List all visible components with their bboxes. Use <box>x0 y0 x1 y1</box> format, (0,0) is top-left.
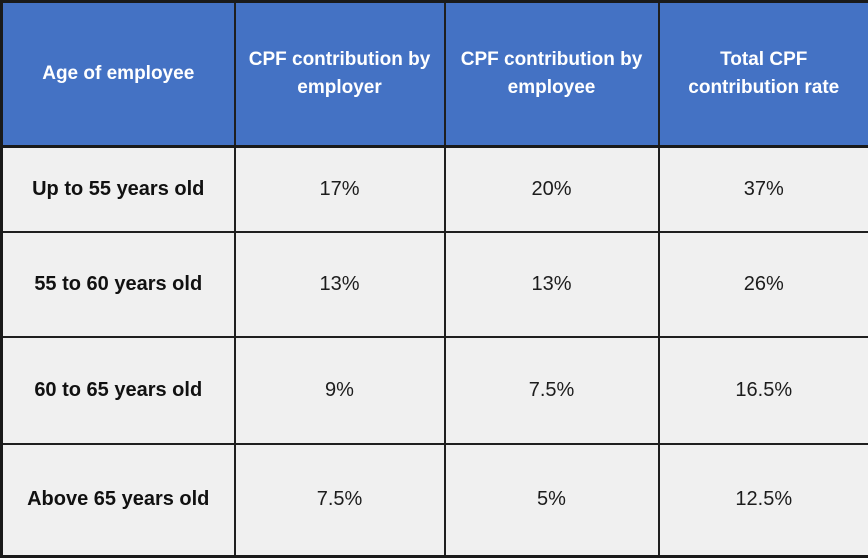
age-cell: 60 to 65 years old <box>0 335 236 445</box>
column-header-total-rate: Total CPF contribution rate <box>657 0 868 148</box>
column-header-age: Age of employee <box>0 0 236 148</box>
column-header-employee-contribution: CPF contribution by employee <box>443 0 660 148</box>
employee-rate-cell: 7.5% <box>443 335 660 445</box>
column-header-employer-contribution: CPF contribution by employer <box>233 0 446 148</box>
total-rate-cell: 16.5% <box>657 335 868 445</box>
header-row: Age of employee CPF contribution by empl… <box>0 0 868 148</box>
total-rate-cell: 37% <box>657 145 868 233</box>
employee-rate-cell: 13% <box>443 230 660 338</box>
employer-rate-cell: 9% <box>233 335 446 445</box>
age-cell: Above 65 years old <box>0 442 236 558</box>
table-row: 55 to 60 years old 13% 13% 26% <box>0 230 868 338</box>
total-rate-cell: 26% <box>657 230 868 338</box>
employer-rate-cell: 7.5% <box>233 442 446 558</box>
employer-rate-cell: 17% <box>233 145 446 233</box>
table-row: 60 to 65 years old 9% 7.5% 16.5% <box>0 335 868 445</box>
table-row: Above 65 years old 7.5% 5% 12.5% <box>0 442 868 558</box>
employee-rate-cell: 5% <box>443 442 660 558</box>
employer-rate-cell: 13% <box>233 230 446 338</box>
employee-rate-cell: 20% <box>443 145 660 233</box>
age-cell: Up to 55 years old <box>0 145 236 233</box>
age-cell: 55 to 60 years old <box>0 230 236 338</box>
table-row: Up to 55 years old 17% 20% 37% <box>0 145 868 233</box>
total-rate-cell: 12.5% <box>657 442 868 558</box>
